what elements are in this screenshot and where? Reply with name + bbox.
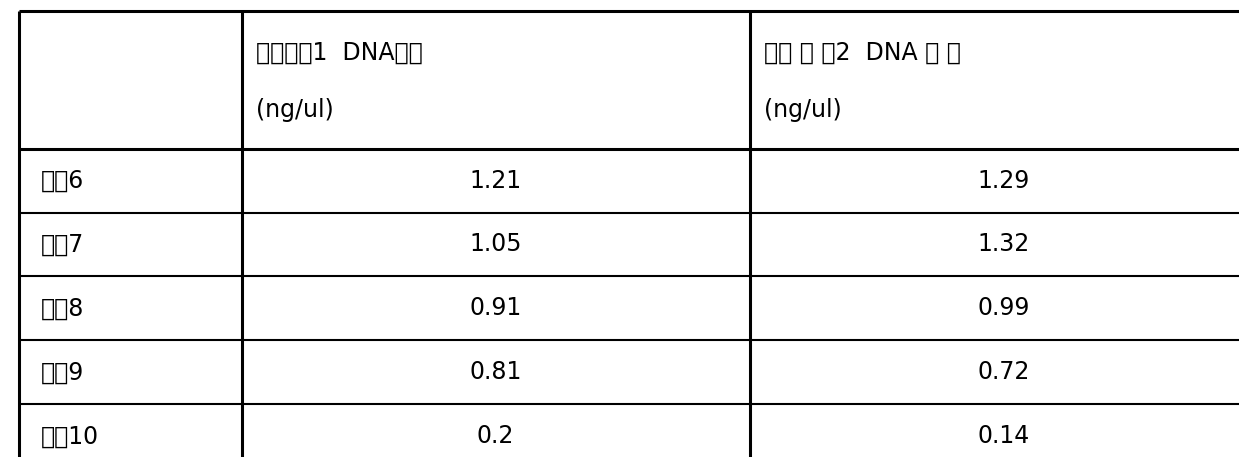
Text: 1.05: 1.05 bbox=[470, 233, 522, 256]
Text: (ng/ul): (ng/ul) bbox=[256, 98, 335, 122]
Text: 0.99: 0.99 bbox=[978, 297, 1030, 320]
Text: 0.91: 0.91 bbox=[470, 297, 522, 320]
Text: 1.32: 1.32 bbox=[978, 233, 1030, 256]
Text: 0.81: 0.81 bbox=[470, 361, 522, 384]
Text: (ng/ul): (ng/ul) bbox=[764, 98, 843, 122]
Text: 样哆6: 样哆6 bbox=[41, 169, 84, 192]
Text: 样哆9: 样哆9 bbox=[41, 361, 84, 384]
Text: 0.72: 0.72 bbox=[978, 361, 1030, 384]
Text: 0.2: 0.2 bbox=[477, 425, 514, 448]
Text: 1.29: 1.29 bbox=[978, 169, 1030, 192]
Text: 平行试验1  DNA浓度: 平行试验1 DNA浓度 bbox=[256, 41, 424, 64]
Text: 平行 试 验2  DNA 浓 度: 平行 试 验2 DNA 浓 度 bbox=[764, 41, 961, 64]
Text: 样哆10: 样哆10 bbox=[41, 425, 99, 448]
Text: 样哆8: 样哆8 bbox=[41, 297, 84, 320]
Text: 样哆7: 样哆7 bbox=[41, 233, 84, 256]
Text: 0.14: 0.14 bbox=[978, 425, 1030, 448]
Text: 1.21: 1.21 bbox=[470, 169, 522, 192]
